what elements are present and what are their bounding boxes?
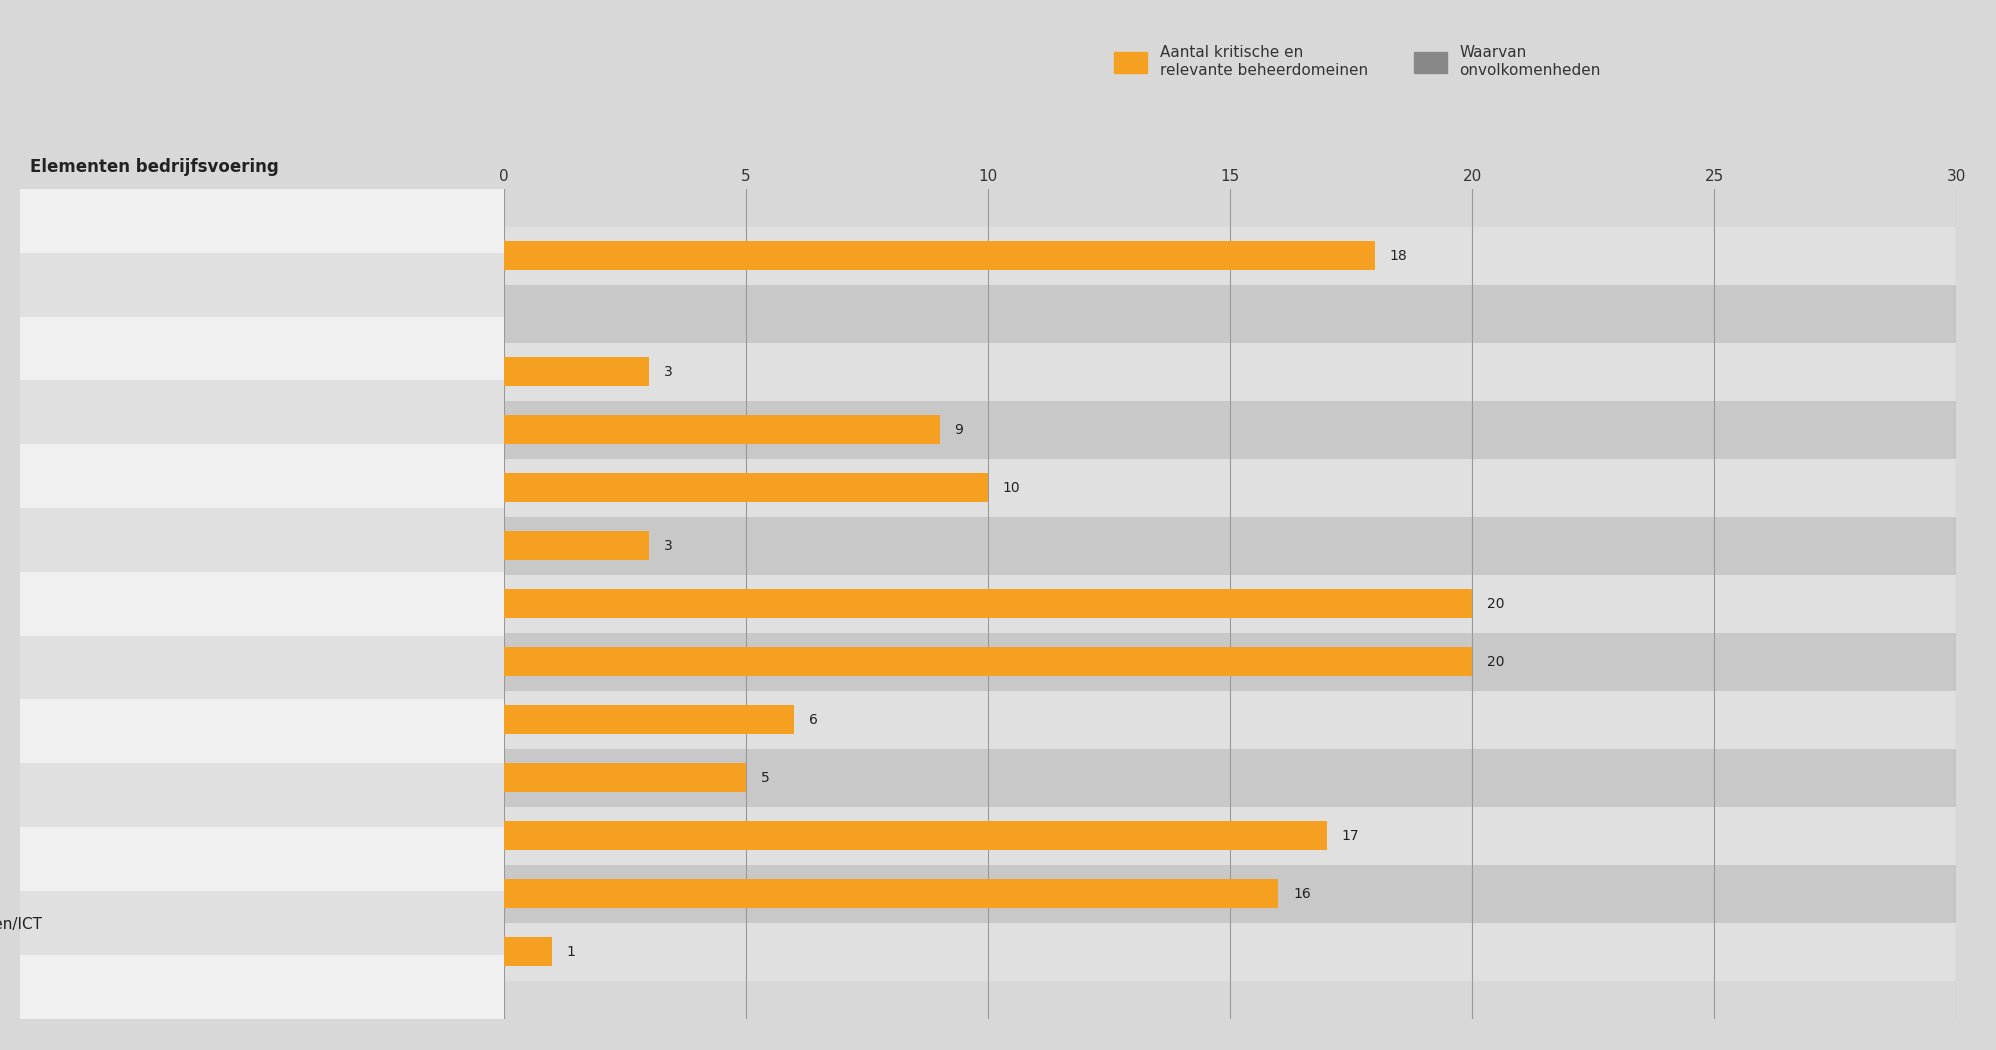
Bar [503,415,940,444]
Bar [503,938,553,966]
Legend: Aantal kritische en
relevante beheerdomeinen, Waarvan
onvolkomenheden: Aantal kritische en relevante beheerdome… [1108,39,1607,84]
Bar [503,459,1956,517]
Bar [20,189,503,253]
Bar [503,691,1956,749]
Text: 5: 5 [760,771,768,784]
Text: 3: 3 [665,539,673,552]
Bar [503,647,1471,676]
Bar [503,865,1956,923]
Bar [20,317,503,380]
Bar [20,827,503,890]
Bar [20,508,503,572]
Text: 20: 20 [1487,655,1505,669]
Text: 6: 6 [808,713,818,727]
Bar [503,227,1956,285]
Text: 18: 18 [1389,249,1407,262]
Bar [503,401,1956,459]
Bar [20,635,503,699]
Bar [503,879,1277,908]
Bar [503,357,649,386]
Bar [503,763,747,793]
Bar [503,474,988,502]
Bar [20,699,503,763]
Text: 20: 20 [1487,596,1505,611]
Bar [503,821,1327,850]
Bar [503,242,1375,270]
Text: 9: 9 [954,423,962,437]
Bar [503,517,1956,574]
Bar [503,749,1956,806]
Text: 3: 3 [665,364,673,379]
Bar [503,806,1956,865]
Bar [503,633,1956,691]
Bar [20,954,503,1018]
Bar [503,531,649,561]
Bar [20,763,503,827]
Bar [503,574,1956,633]
Bar [503,285,1956,342]
Bar [503,342,1956,401]
Text: 10: 10 [1002,481,1020,495]
Bar [20,890,503,954]
Text: 1: 1 [567,945,575,959]
Bar [503,923,1956,981]
Bar [503,589,1471,618]
Bar [503,706,794,734]
Bar [20,572,503,635]
Text: 16: 16 [1293,887,1311,901]
Text: 17: 17 [1341,828,1359,843]
Text: Elementen bedrijfsvoering: Elementen bedrijfsvoering [30,158,277,175]
Bar [20,253,503,317]
Bar [20,380,503,444]
Bar [20,444,503,508]
